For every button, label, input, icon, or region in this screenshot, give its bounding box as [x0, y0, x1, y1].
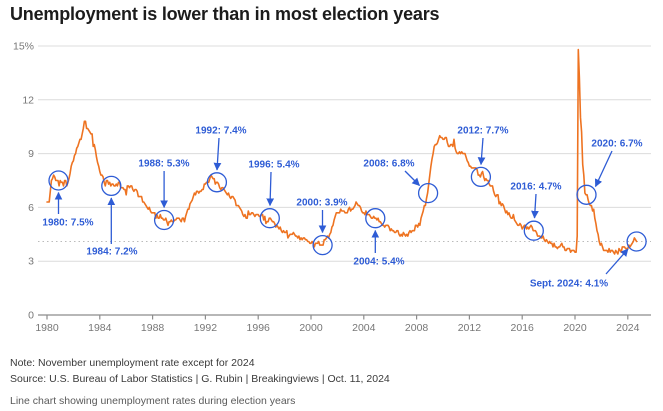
annotation-arrow: [605, 248, 629, 275]
annotation-circle: [48, 170, 69, 191]
annotation-label: 2000: 3.9%: [296, 198, 347, 209]
y-axis-label: 12: [22, 94, 34, 106]
chart-footer: Note: November unemployment rate except …: [10, 355, 650, 409]
x-axis-label: 2012: [458, 322, 482, 334]
annotation-circle: [523, 220, 544, 241]
annotation-arrow: [266, 171, 275, 207]
annotation-arrow: [477, 137, 486, 166]
annotation-circle: [206, 172, 228, 193]
x-axis-label: 1980: [35, 322, 59, 334]
annotation-label: 1988: 5.3%: [138, 159, 189, 170]
annotation-circle: [259, 208, 280, 229]
annotation-arrow: [404, 170, 420, 186]
caption-text: Line chart showing unemployment rates du…: [10, 395, 296, 407]
annotation-label: 1996: 5.4%: [248, 160, 299, 171]
annotation-circle: [365, 208, 386, 229]
x-axis-label: 1996: [247, 322, 271, 334]
x-axis-label: 2024: [616, 322, 640, 334]
annotation-circle: [153, 209, 175, 231]
annotation-label: 1980: 7.5%: [42, 218, 93, 229]
x-axis-label: 2000: [299, 322, 323, 334]
annotation-circle: [417, 182, 439, 204]
y-axis-label: 9: [28, 148, 34, 160]
y-axis-label: 15%: [13, 41, 34, 53]
annotation-label: Sept. 2024: 4.1%: [530, 279, 608, 290]
x-axis-label: 1984: [88, 322, 112, 334]
unemployment-rate-line: [46, 48, 638, 255]
y-axis-label: 3: [28, 256, 34, 268]
annotation-circle: [101, 175, 122, 197]
annotation-label: 1992: 7.4%: [195, 126, 246, 137]
x-axis-label: 2016: [511, 322, 535, 334]
annotation-label: 2008: 6.8%: [363, 159, 414, 170]
annotation-circle: [312, 234, 333, 256]
x-axis-label: 1988: [141, 322, 165, 334]
annotation-circle: [470, 166, 492, 188]
x-axis-label: 2008: [405, 322, 429, 334]
annotation-circle: [626, 231, 647, 252]
chart-title: Unemployment is lower than in most elect…: [10, 4, 440, 24]
annotation-circle: [576, 184, 597, 205]
annotation-arrow: [594, 150, 613, 188]
annotation-label: 2012: 7.7%: [457, 126, 508, 137]
source-text: Source: U.S. Bureau of Labor Statistics …: [10, 373, 390, 385]
annotation-arrow: [531, 193, 539, 219]
x-axis-label: 2020: [563, 322, 587, 334]
annotation-label: 2004: 5.4%: [353, 257, 404, 268]
annotation-arrow: [213, 137, 222, 171]
x-axis-label: 1992: [194, 322, 218, 334]
note-text: Note: November unemployment rate except …: [10, 357, 255, 369]
y-axis-label: 0: [28, 310, 34, 322]
annotation-label: 2016: 4.7%: [510, 182, 561, 193]
annotation-label: 1984: 7.2%: [86, 247, 137, 258]
annotation-label: 2020: 6.7%: [591, 139, 642, 150]
y-axis-label: 6: [28, 202, 34, 214]
x-axis-label: 2004: [352, 322, 376, 334]
